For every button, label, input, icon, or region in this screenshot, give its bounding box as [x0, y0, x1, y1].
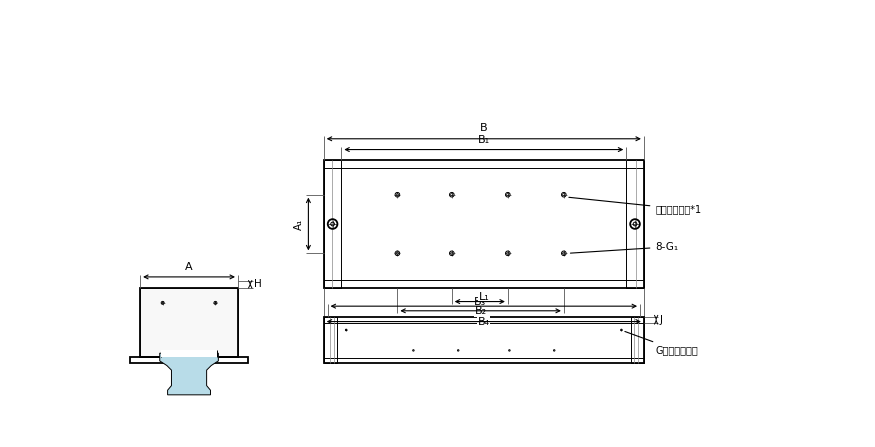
Bar	[626, 160, 644, 288]
Text: B₄: B₄	[478, 317, 490, 327]
Text: G（液压连接）: G（液压连接）	[625, 332, 698, 355]
Bar	[130, 357, 248, 363]
Bar	[324, 317, 337, 363]
Text: H: H	[254, 279, 262, 289]
Text: B: B	[480, 123, 487, 133]
Text: B₂: B₂	[474, 306, 487, 316]
Polygon shape	[160, 353, 219, 395]
Text: 顶面液压连接*1: 顶面液压连接*1	[569, 197, 702, 214]
Text: B₁: B₁	[478, 135, 490, 145]
Bar	[631, 317, 644, 363]
Bar	[140, 288, 238, 357]
Bar	[324, 317, 644, 363]
Text: L₁: L₁	[479, 291, 489, 302]
Bar	[324, 160, 341, 288]
Text: J: J	[660, 315, 663, 325]
Bar	[324, 160, 644, 288]
Text: A₁: A₁	[294, 218, 304, 230]
Bar	[161, 350, 217, 357]
Text: 8-G₁: 8-G₁	[570, 242, 678, 253]
Text: B₃: B₃	[473, 297, 486, 307]
Bar	[140, 288, 238, 357]
Text: A: A	[186, 262, 192, 272]
